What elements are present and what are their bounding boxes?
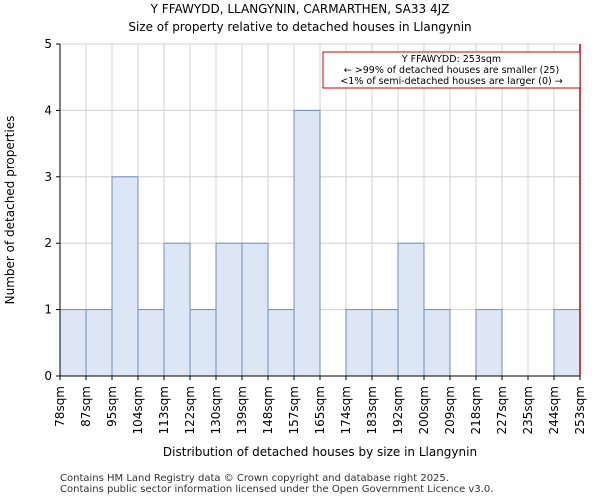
histogram-bar xyxy=(111,176,139,377)
histogram-bar xyxy=(371,309,399,377)
x-tick-label: 78sqm xyxy=(53,386,67,427)
x-tick-label: 235sqm xyxy=(521,386,535,434)
histogram-bar xyxy=(345,309,373,377)
y-tick-label: 4 xyxy=(44,103,52,117)
histogram-bar xyxy=(85,309,113,377)
histogram-bar xyxy=(215,242,243,377)
x-tick-label: 130sqm xyxy=(209,386,223,434)
x-tick-label: 157sqm xyxy=(287,386,301,434)
x-tick-label: 165sqm xyxy=(313,386,327,434)
annotation-line: ← >99% of detached houses are smaller (2… xyxy=(344,65,559,76)
histogram-bar xyxy=(241,242,269,377)
histogram-bar xyxy=(59,309,87,377)
x-tick-label: 174sqm xyxy=(339,386,353,434)
y-tick-label: 3 xyxy=(44,170,52,184)
x-tick-label: 227sqm xyxy=(495,386,509,434)
x-tick-label: 209sqm xyxy=(443,386,457,434)
x-tick-label: 183sqm xyxy=(365,386,379,434)
x-tick-label: 87sqm xyxy=(79,386,93,427)
x-tick-label: 218sqm xyxy=(469,386,483,434)
histogram-bar xyxy=(293,109,321,377)
x-tick-label: 148sqm xyxy=(261,386,275,434)
annotation-box xyxy=(322,51,581,89)
bars xyxy=(59,109,581,377)
footer-line-2: Contains public sector information licen… xyxy=(60,484,494,495)
x-tick-label: 253sqm xyxy=(573,386,587,434)
histogram-bar xyxy=(423,309,451,377)
histogram-bar xyxy=(397,242,425,377)
chart-title: Y FFAWYDD, LLANGYNIN, CARMARTHEN, SA33 4… xyxy=(150,2,450,16)
y-tick-label: 2 xyxy=(44,236,52,250)
axes: 0 1 2 3 4 5 78sqm 87sqm 95sqm 104sqm 113sqm 122sqm 1… xyxy=(3,37,587,459)
x-tick-label: 139sqm xyxy=(235,386,249,434)
x-tick-label: 95sqm xyxy=(105,386,119,427)
histogram-bar xyxy=(475,309,503,377)
histogram-bar xyxy=(553,309,581,377)
x-tick-label: 113sqm xyxy=(157,386,171,434)
y-tick-label: 5 xyxy=(44,37,52,51)
x-tick-label: 122sqm xyxy=(183,386,197,434)
x-axis-label: Distribution of detached houses by size … xyxy=(163,445,477,459)
histogram-bar xyxy=(137,309,165,377)
histogram-chart: 0 1 2 3 4 5 78sqm 87sqm 95sqm 104sqm 113sqm 122sqm 1… xyxy=(3,37,587,459)
y-tick-label: 1 xyxy=(44,303,52,317)
x-tick-label: 104sqm xyxy=(131,386,145,434)
footer-line-1: Contains HM Land Registry data © Crown c… xyxy=(60,473,449,484)
x-tick-label: 192sqm xyxy=(391,386,405,434)
chart-subtitle: Size of property relative to detached ho… xyxy=(128,20,472,34)
y-tick-label: 0 xyxy=(44,369,52,383)
annotation-line: <1% of semi-detached houses are larger (… xyxy=(340,76,562,87)
histogram-bar xyxy=(189,309,217,377)
annotation-line: Y FFAWYDD: 253sqm xyxy=(401,54,501,65)
y-axis-label: Number of detached properties xyxy=(3,116,17,305)
x-tick-label: 244sqm xyxy=(547,386,561,434)
annotation: Y FFAWYDD: 253sqm← >99% of detached hous… xyxy=(322,44,581,376)
x-tick-label: 200sqm xyxy=(417,386,431,434)
histogram-bar xyxy=(267,309,295,377)
histogram-bar xyxy=(163,242,191,377)
